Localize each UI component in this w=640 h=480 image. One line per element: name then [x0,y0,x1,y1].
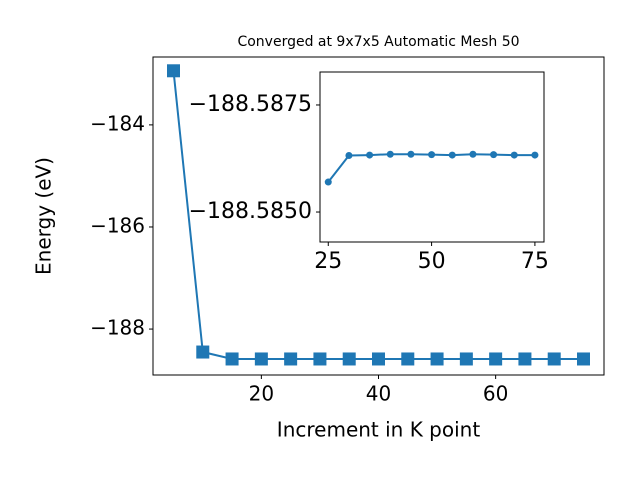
y-tick-label: −188.5850 [189,199,312,224]
marker [284,352,298,366]
x-tick-label: 50 [418,249,446,274]
marker [531,151,539,159]
x-tick-label: 75 [521,249,549,274]
x-axis-label: Increment in K point [277,418,481,442]
marker [324,178,332,186]
marker [448,151,456,159]
marker [407,150,415,158]
x-tick-label: 20 [249,382,274,406]
marker [401,352,415,366]
marker [225,352,239,366]
y-axis-label: Energy (eV) [32,157,56,275]
y-tick-label: −188 [90,316,145,340]
marker [428,151,436,159]
x-tick-label: 40 [366,382,391,406]
marker [577,352,590,366]
chart-title: Converged at 9x7x5 Automatic Mesh 50 [237,34,519,50]
marker [490,151,498,159]
marker [459,352,473,366]
marker [510,151,518,159]
marker [518,352,532,366]
x-tick-label: 25 [314,249,342,274]
x-tick-label: 60 [483,382,508,406]
marker [489,352,503,366]
marker [167,64,180,78]
y-tick-label: −188.5875 [189,92,312,117]
y-tick-label: −184 [90,111,145,135]
marker [386,150,394,158]
marker [345,152,353,160]
marker [469,150,477,158]
marker [372,352,385,366]
marker [547,352,561,366]
marker [342,352,356,366]
y-tick-label: −186 [90,213,145,237]
marker [313,352,327,366]
marker [366,151,374,159]
marker [430,352,444,366]
marker [196,345,210,359]
marker [254,352,268,366]
